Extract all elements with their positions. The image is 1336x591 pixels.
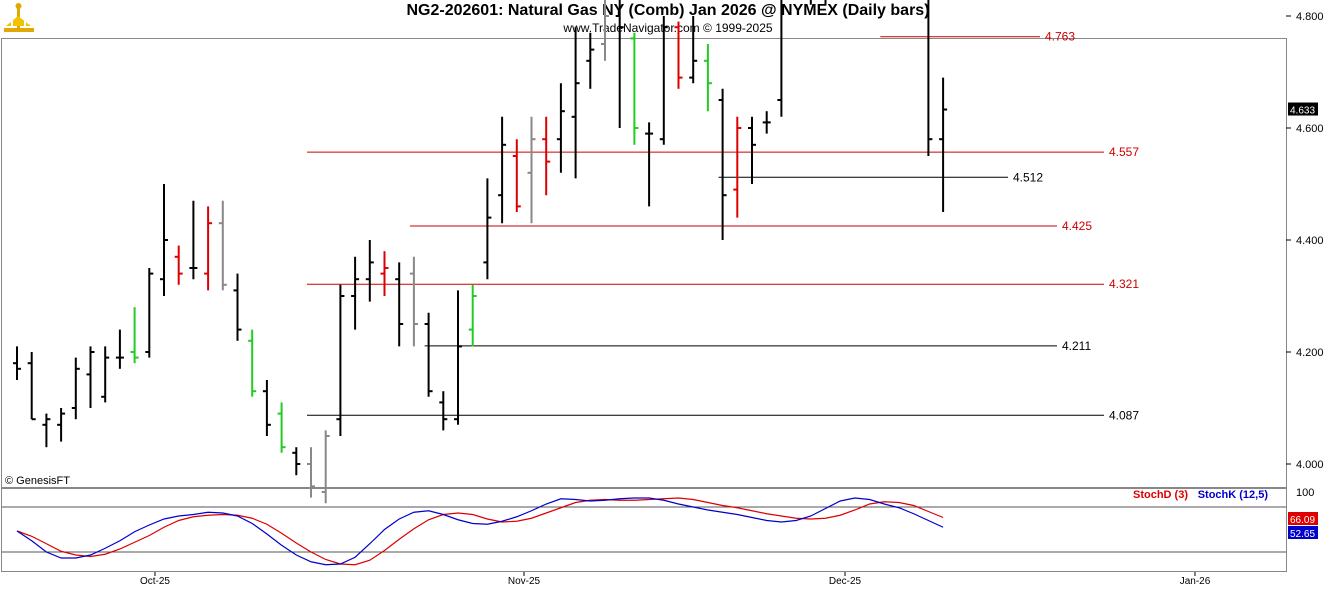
copyright-label: © GenesisFT [5,475,70,487]
price-bar [101,346,110,403]
price-bar [27,352,36,421]
price-bar [454,290,462,425]
price-bar [233,273,242,341]
price-bar [160,184,168,296]
level-label: 4.211 [1062,339,1091,353]
price-bar [527,116,536,224]
price-bar [277,402,286,453]
price-bar [601,0,609,61]
price-bar [218,200,227,291]
price-bar [439,391,448,431]
price-bar [927,0,933,156]
price-axis: 5.4005.2005.0004.8004.6004.4004.2004.000… [1286,11,1324,471]
price-bar [674,21,683,89]
price-panel [1,38,1287,488]
price-bar [630,32,639,145]
stochk-legend: StochK (12,5) [1198,489,1269,501]
price-bar [145,268,154,358]
price-bar [307,447,315,498]
last-price-label: 4.633 [1290,106,1315,117]
date-axis: Oct-25 Nov-25 Dec-25 Jan-26 [140,572,1211,587]
stochk-line [16,497,944,566]
price-bar [939,77,948,212]
price-bar [556,83,565,173]
price-bar [174,245,183,285]
date-tick-label: Nov-25 [508,576,541,587]
price-bar [365,240,374,302]
price-bar [424,312,433,397]
price-bars [13,0,948,504]
price-bar [512,139,521,212]
price-bar [292,447,301,476]
price-bar [321,430,330,504]
price-bar [71,357,80,420]
price-bar [645,122,654,207]
chart-subtitle: www.TradeNavigator.com © 1999-2025 [563,21,773,35]
price-bar [262,380,271,436]
price-levels: 5.4805.3815.2275.0724.9764.9184.8454.763… [307,30,1139,422]
level-label: 4.557 [1109,145,1139,159]
stochd-legend: StochD (3) [1133,489,1188,501]
price-bar [86,346,95,408]
date-tick-label: Dec-25 [829,576,862,587]
level-label: 4.763 [1045,30,1075,44]
price-bar [689,16,698,84]
stochd-value-box [1288,512,1318,525]
price-bar [336,284,345,436]
stochk-value: 52.65 [1290,529,1315,540]
price-bar [586,32,595,89]
price-bar [777,0,783,117]
stochastic-lines: 66.09 52.65 [2,497,1318,566]
price-tick-label: 4.200 [1296,347,1324,359]
date-tick-label: Jan-26 [1180,576,1211,587]
price-bar [248,329,257,397]
date-tick-label: Oct-25 [140,576,170,587]
price-bar [498,116,507,224]
price-bar [130,307,139,364]
chart-title: NG2-202601: Natural Gas NY (Comb) Jan 20… [406,2,930,19]
price-bar [733,116,742,218]
price-bar [351,256,360,330]
price-bar [542,116,551,196]
level-label: 4.087 [1109,408,1139,422]
stochk-value-box [1288,526,1318,539]
price-bar [57,408,66,442]
price-bar [571,27,580,179]
price-tick-label: 4.400 [1296,235,1324,247]
price-tick-label: 4.000 [1296,459,1324,471]
price-bar [824,0,827,5]
price-bar [718,88,727,240]
price-bar [13,346,21,380]
stochd-value: 66.09 [1290,515,1315,526]
last-price-box [1288,102,1318,116]
price-bar [615,0,624,128]
stochd-line [16,497,944,566]
price-tick-label: 4.600 [1296,123,1324,135]
price-bar [395,262,404,347]
price-bar [204,206,213,291]
price-bar [809,0,812,5]
price-bar [748,116,756,184]
price-bar [483,178,492,280]
level-label: 4.512 [1013,170,1043,184]
trade-navigator-logo-icon [2,2,36,34]
price-bar [115,329,124,369]
price-tick-label: 4.800 [1296,11,1324,23]
price-bar [762,111,771,134]
price-bar [409,256,418,347]
price-bar [189,200,198,280]
price-bar [659,16,668,145]
stoch-panel [1,488,1287,572]
stoch-axis-tick: 100 [1296,487,1314,499]
price-bar [703,44,712,112]
price-bar [468,284,477,347]
price-bar [380,251,389,296]
level-label: 4.425 [1062,219,1092,233]
price-bar [42,413,51,448]
level-label: 4.321 [1109,277,1139,291]
